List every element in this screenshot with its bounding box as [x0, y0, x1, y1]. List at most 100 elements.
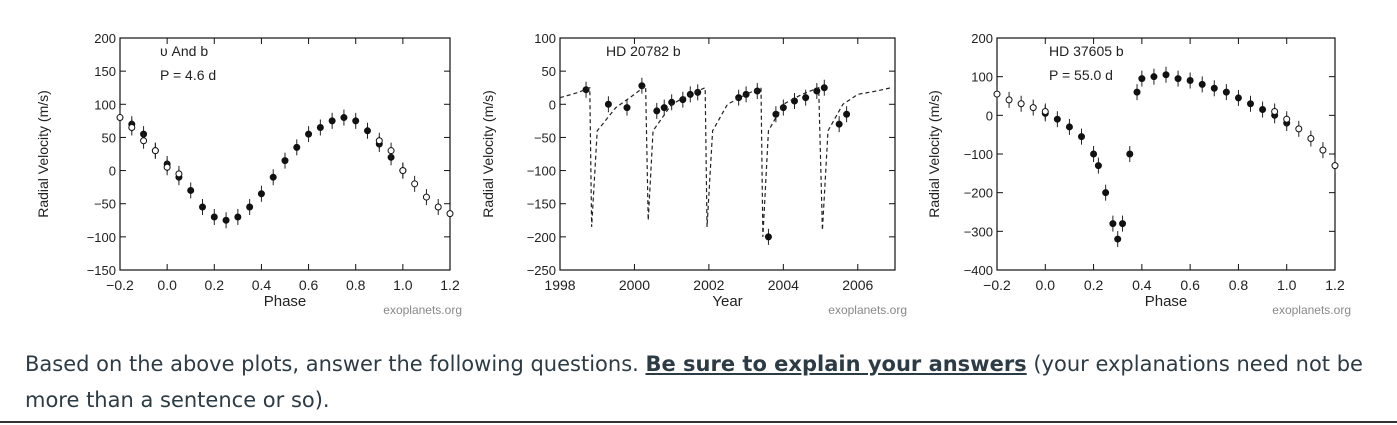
x-tick-label: 0.8 [346, 277, 366, 293]
data-point [1138, 75, 1146, 83]
data-point [1186, 77, 1194, 85]
data-point [1210, 84, 1218, 92]
data-point-open [1029, 104, 1037, 112]
data-point-open [1017, 100, 1025, 108]
x-tick-label: 2006 [842, 277, 873, 293]
data-point [1150, 73, 1158, 81]
data-point-open [387, 147, 395, 155]
y-tick-label: −300 [964, 224, 993, 239]
chart-hd-37605-b: −0.2 0.0 0.2 0.4 0.6 0.8 1.0 1.2 200 100 0 −100 −200… [926, 31, 1351, 317]
x-tick-label: 0.4 [1132, 277, 1152, 293]
data-point-open [422, 193, 430, 201]
data-point [1053, 115, 1061, 123]
data-point [1065, 123, 1073, 131]
y-tick-label: 100 [971, 70, 993, 85]
data-point-open [163, 163, 171, 171]
data-point [269, 173, 277, 181]
y-tick-label: −250 [527, 263, 556, 278]
x-tick-label: 1.0 [1277, 277, 1297, 293]
data-point [352, 117, 360, 125]
data-point [764, 233, 772, 241]
data-point [1109, 220, 1117, 228]
x-axis-label: Year [712, 293, 742, 310]
y-tick-label: 200 [971, 31, 993, 46]
data-point-open [1307, 135, 1315, 143]
y-axis-label: Radial Velocity (m/s) [926, 90, 942, 218]
y-tick-label: −150 [527, 197, 556, 212]
chart-title: υ And b [160, 43, 208, 59]
data-point-open [140, 137, 148, 145]
x-axis-label: Phase [264, 293, 307, 310]
data-point [1247, 100, 1254, 108]
x-tick-label: 2004 [768, 277, 799, 293]
x-tick-label: 1.2 [1325, 277, 1345, 293]
question-intro: Based on the above plots, answer the fol… [25, 352, 646, 376]
x-tick-label: 1998 [544, 277, 575, 293]
y-tick-label: −100 [87, 230, 116, 245]
data-point [1234, 94, 1242, 102]
data-point [1198, 80, 1206, 88]
x-tick-label: 0.6 [299, 277, 319, 293]
data-point-open [1319, 146, 1327, 154]
data-point [1222, 88, 1230, 96]
data-point [257, 190, 265, 198]
credit-label: exoplanets.org [1272, 303, 1351, 317]
data-point [234, 213, 242, 221]
data-point [1162, 71, 1170, 79]
y-tick-label: 0 [109, 164, 116, 179]
data-point-open [175, 170, 183, 178]
data-point-open [1283, 115, 1291, 123]
y-tick-label: 50 [542, 64, 556, 79]
data-point [1078, 133, 1085, 141]
x-tick-label: 1.2 [440, 277, 460, 293]
credit-label: exoplanets.org [828, 303, 907, 317]
y-tick-label: −50 [534, 130, 556, 145]
data-point [835, 120, 843, 128]
data-point [1119, 220, 1127, 228]
x-tick-label: 0.0 [157, 277, 177, 293]
x-tick-label: −0.2 [106, 277, 134, 293]
data-point [653, 107, 661, 115]
data-point [1090, 150, 1098, 158]
data-point-open [1041, 107, 1049, 115]
data-point [1114, 235, 1122, 243]
model-curve [559, 84, 892, 237]
data-point [328, 117, 336, 125]
y-tick-label: 0 [549, 97, 556, 112]
chart-subtitle: P = 55.0 d [1049, 67, 1113, 83]
data-point-open [116, 114, 124, 122]
chart-title: HD 20782 b [606, 43, 681, 59]
data-point [1133, 88, 1141, 96]
data-point-open [446, 210, 454, 218]
data-point-open [1271, 107, 1279, 115]
y-tick-label: 100 [534, 31, 556, 46]
data-point [638, 82, 646, 90]
data-point [210, 213, 218, 221]
plot-frame [119, 37, 451, 271]
y-axis-label: Radial Velocity (m/s) [480, 90, 496, 218]
x-axis-label: Phase [1145, 293, 1188, 310]
data-point [843, 110, 851, 118]
data-point [623, 104, 631, 112]
data-point [316, 123, 324, 131]
data-point [222, 216, 230, 224]
data-point-open [434, 203, 442, 211]
data-point-open [1295, 125, 1303, 133]
y-tick-label: −200 [964, 186, 993, 201]
data-point [582, 86, 590, 94]
data-point [246, 203, 254, 211]
data-point [772, 110, 780, 118]
chart-ups-and-b: −0.2 0.0 0.2 0.4 0.6 0.8 1.0 1.2 200 150 100 50 0 −50… [35, 31, 462, 317]
y-tick-label: 100 [94, 97, 116, 112]
data-point [1102, 189, 1110, 197]
y-tick-label: 150 [94, 64, 116, 79]
data-point [340, 114, 348, 122]
credit-label: exoplanets.org [383, 303, 462, 317]
data-point-open [128, 123, 136, 131]
chart-hd-20782-b: 1998 2000 2002 2004 2006 100 50 0 −50 −100 −150 −20… [480, 31, 907, 317]
x-tick-label: 1.0 [393, 277, 413, 293]
plot-frame [559, 37, 896, 271]
question-text: Based on the above plots, answer the fol… [25, 346, 1365, 418]
charts-row: −0.2 0.0 0.2 0.4 0.6 0.8 1.0 1.2 200 150 100 50 0 −50… [35, 31, 1351, 317]
data-point-open [411, 180, 419, 188]
